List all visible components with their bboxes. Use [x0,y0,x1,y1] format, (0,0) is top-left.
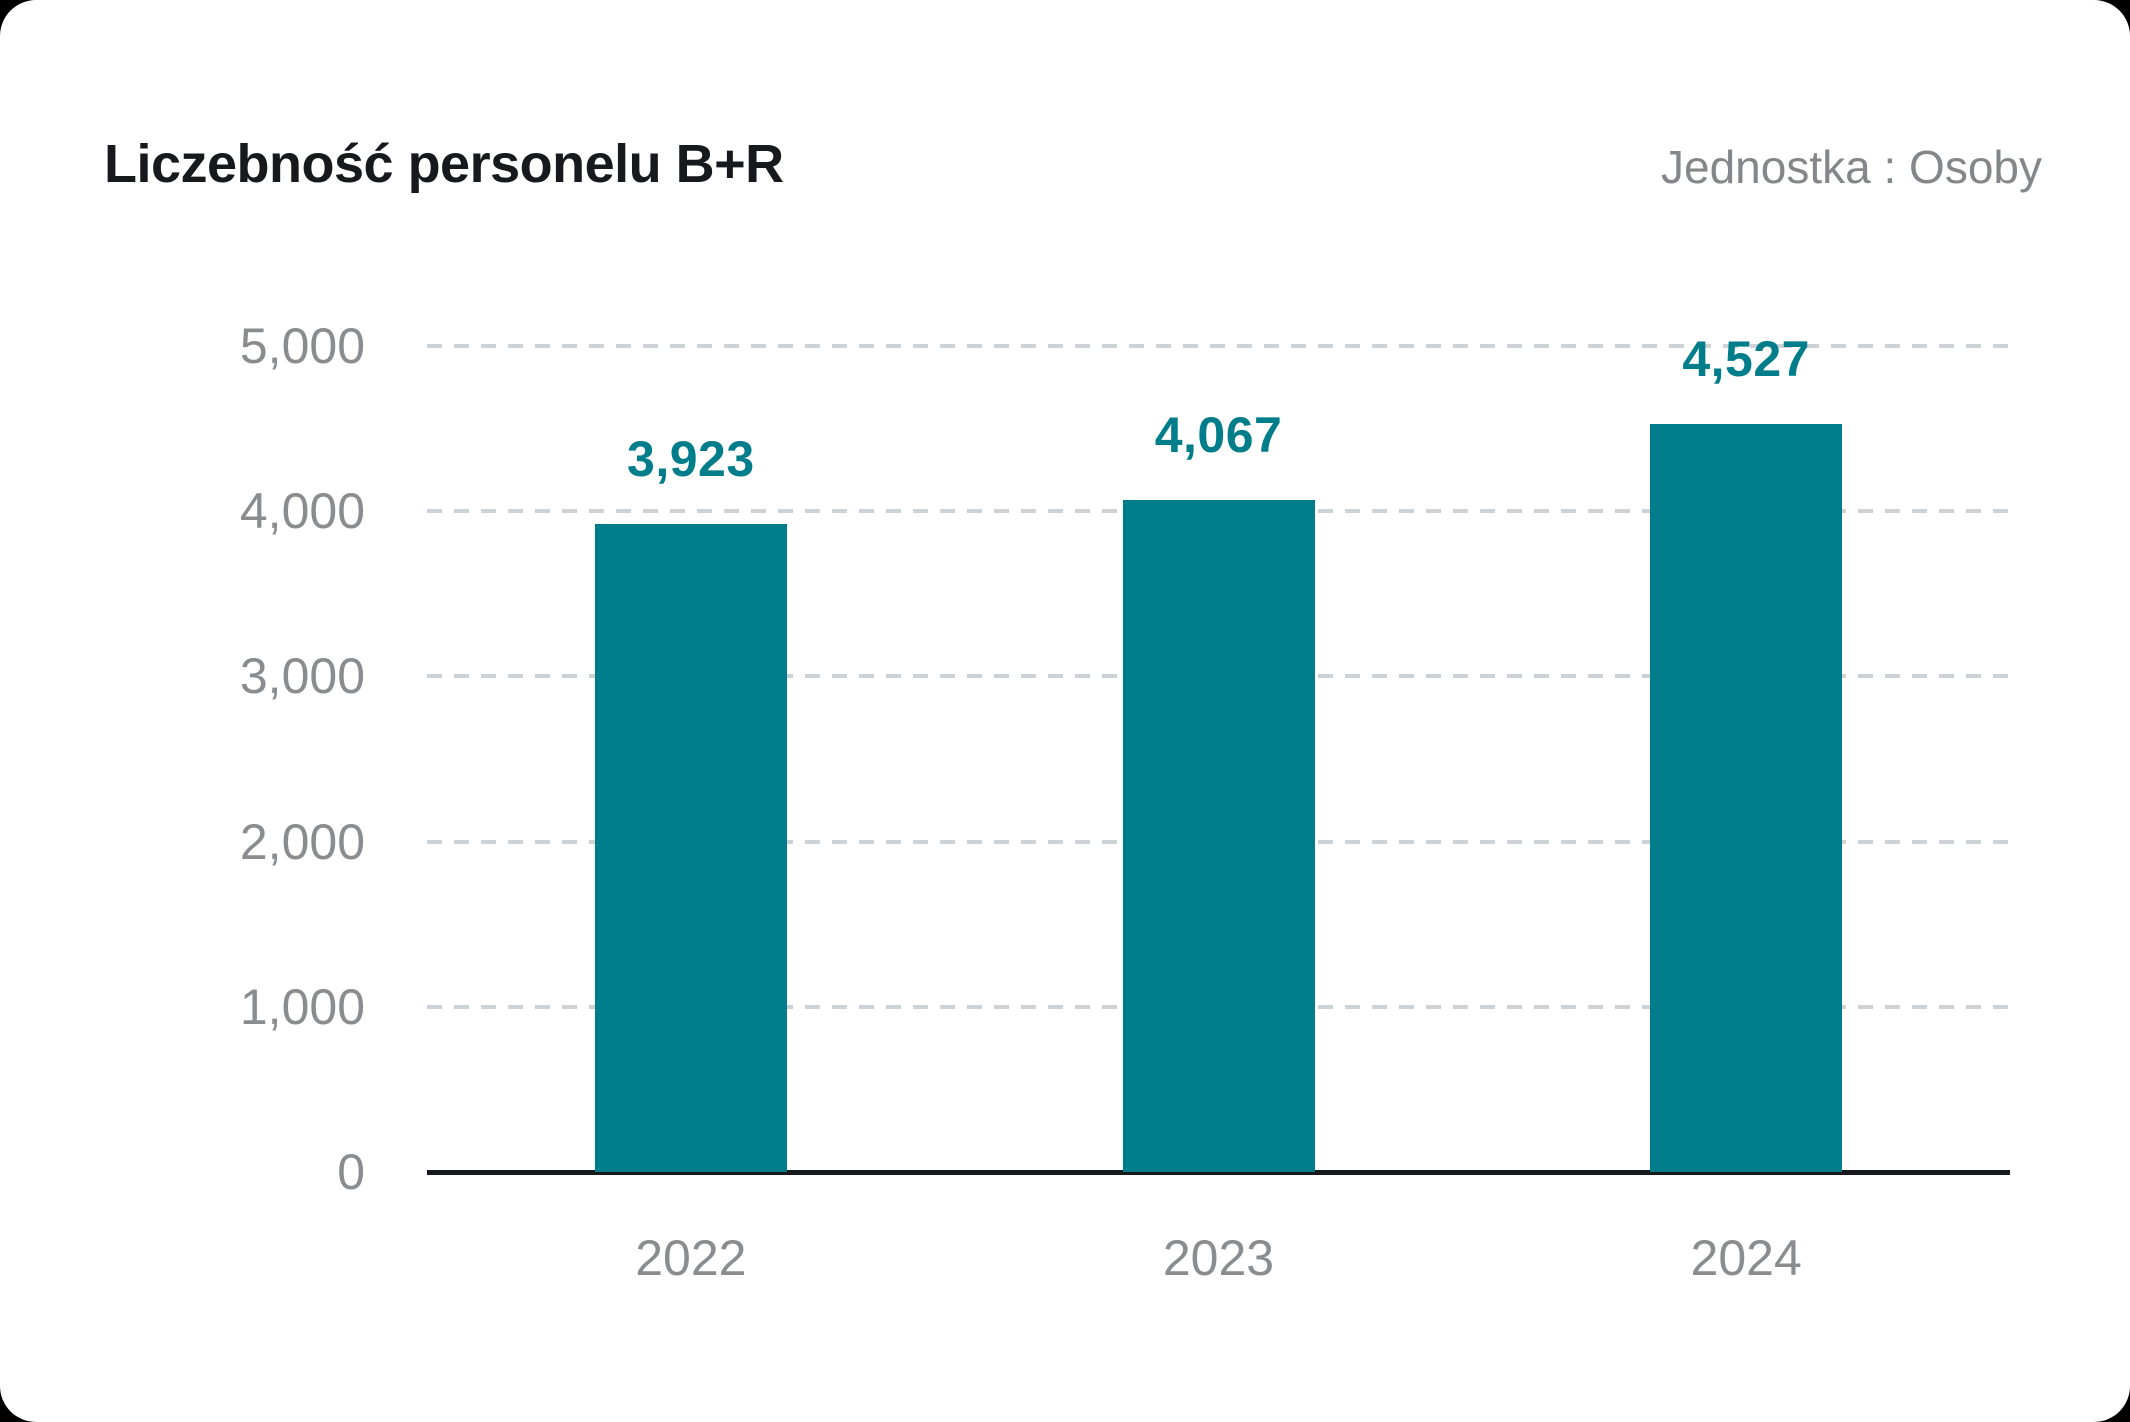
value-label-2022: 3,923 [627,430,755,487]
value-label-2023: 4,067 [1154,407,1283,464]
x-axis-line [427,1170,2010,1175]
x-tick-label-2024: 2024 [1690,1230,1802,1286]
y-tick-label-5000: 5,000 [239,318,365,374]
bar-2023 [1122,500,1315,1172]
bar-2022 [594,523,787,1172]
y-tick-label-1000: 1,000 [239,978,365,1035]
bar-2024 [1650,424,1843,1172]
gridline-5000 [427,344,2010,348]
unit-label: Jednostka : Osoby [1661,141,2042,193]
y-tick-label-2000: 2,000 [239,813,365,870]
x-tick-label-2023: 2023 [1162,1230,1275,1286]
x-tick-label-2022: 2022 [635,1230,747,1286]
y-tick-label-4000: 4,000 [239,483,365,540]
chart-title: Liczebność personelu B+R [104,134,784,194]
y-tick-label-0: 0 [337,1144,365,1200]
y-tick-label-3000: 3,000 [239,648,365,705]
value-label-2024: 4,527 [1682,331,1810,388]
